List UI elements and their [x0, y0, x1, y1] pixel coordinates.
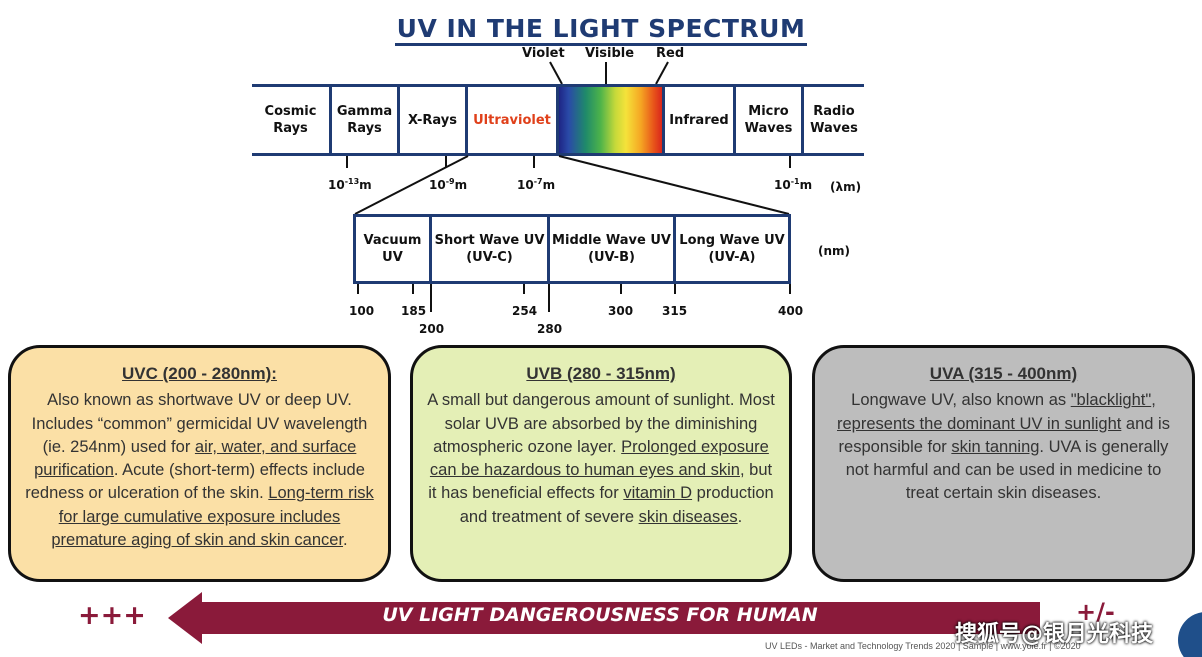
nm-label-185: 185: [401, 304, 427, 318]
zoom-lines: [354, 155, 790, 215]
danger-arrow: [168, 592, 1040, 644]
nm-label-315: 315: [662, 304, 688, 318]
spectrum-ultraviolet: Ultraviolet: [468, 84, 559, 156]
wavelength-label-1e-7: 10-7m: [517, 177, 556, 192]
spectrum-micro-waves: Micro Waves: [736, 84, 804, 156]
spectrum-radio-waves: Radio Waves: [810, 104, 858, 136]
corner-decoration: [1178, 612, 1202, 657]
spectrum-gamma-rays: Gamma Rays: [332, 84, 400, 156]
tick-1e-7: [533, 156, 535, 168]
tick-280: [548, 284, 550, 312]
nm-unit: (nm): [818, 244, 851, 258]
nm-label-254: 254: [512, 304, 538, 318]
band-vacuum-uv: Vacuum UV: [356, 214, 432, 284]
tick-1e-9: [445, 156, 447, 168]
spectrum-x-rays: X-Rays: [400, 84, 468, 156]
red-label: Red: [656, 46, 685, 61]
nm-label-200: 200: [419, 322, 445, 336]
spectrum-infrared: Infrared: [665, 84, 736, 156]
footer-source: UV LEDs - Market and Technology Trends 2…: [765, 641, 1081, 651]
nm-label-100: 100: [349, 304, 375, 318]
watermark-text: 搜狐号@银月光科技: [955, 622, 1154, 647]
wavelength-label-1e-1: 10-1m: [774, 177, 813, 192]
uvb-text: A small but dangerous amount of sunlight…: [427, 391, 775, 526]
uva-card: UVA (315 - 400nm) Longwave UV, also know…: [812, 345, 1195, 582]
tick-1e-13: [346, 156, 348, 168]
uvb-card: UVB (280 - 315nm) A small but dangerous …: [410, 345, 792, 582]
tick-200: [430, 284, 432, 312]
visible-pointers: [549, 61, 669, 85]
band-uvb: Middle Wave UV (UV-B): [550, 214, 676, 284]
tick-315: [674, 284, 676, 294]
nm-label-400: 400: [778, 304, 804, 318]
lambda-unit: (λm): [830, 180, 862, 194]
tick-185: [412, 284, 414, 294]
visible-spectrum-gradient: [556, 87, 662, 153]
band-uva: Long Wave UV (UV-A): [679, 233, 785, 265]
danger-low-label: +/-: [1076, 598, 1115, 626]
uvc-text: Also known as shortwave UV or deep UV. I…: [25, 391, 374, 550]
danger-arrow-label: UV LIGHT DANGEROUSNESS FOR HUMAN: [382, 604, 818, 626]
uvc-heading: UVC (200 - 280nm):: [122, 364, 277, 383]
danger-high-label: +++: [78, 600, 146, 631]
nm-label-300: 300: [608, 304, 634, 318]
tick-1e-1: [789, 156, 791, 168]
tick-300: [620, 284, 622, 294]
tick-254: [523, 284, 525, 294]
uvc-card: UVC (200 - 280nm): Also known as shortwa…: [8, 345, 391, 582]
violet-label: Violet: [522, 46, 565, 61]
wavelength-label-1e-13: 10-13m: [328, 177, 372, 192]
nm-label-280: 280: [537, 322, 563, 336]
spectrum-visible: [559, 84, 665, 156]
visible-label: Visible: [585, 46, 635, 61]
page-title: UV IN THE LIGHT SPECTRUM: [0, 14, 1202, 46]
uva-heading: UVA (315 - 400nm): [929, 364, 1078, 383]
tick-100: [357, 284, 359, 294]
uv-band-bar: [353, 214, 791, 284]
uvb-heading: UVB (280 - 315nm): [526, 364, 676, 383]
uva-text: Longwave UV, also known as "blacklight",…: [837, 391, 1170, 503]
spectrum-cosmic-rays: Cosmic Rays: [252, 84, 332, 156]
tick-400: [789, 284, 791, 294]
wavelength-label-1e-9: 10-9m: [429, 177, 468, 192]
band-uvc: Short Wave UV (UV-C): [432, 214, 550, 284]
